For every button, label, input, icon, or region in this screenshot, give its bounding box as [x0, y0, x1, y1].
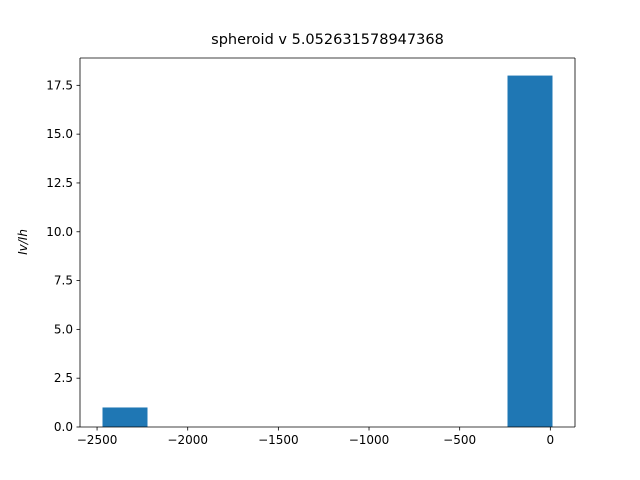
y-tick-label: 7.5 — [54, 274, 73, 288]
y-tick-label: 15.0 — [46, 127, 73, 141]
x-tick-label: −500 — [443, 433, 476, 447]
x-tick-label: −2000 — [167, 433, 208, 447]
bar — [102, 407, 148, 427]
y-axis-label: Iv/Ih — [16, 229, 30, 255]
y-tick-label: 5.0 — [54, 322, 73, 336]
x-tick-label: −1000 — [349, 433, 390, 447]
chart-title: spheroid v 5.052631578947368 — [211, 32, 444, 48]
x-tick-label: −1500 — [258, 433, 299, 447]
y-tick-label: 12.5 — [46, 176, 73, 190]
y-tick-label: 2.5 — [54, 371, 73, 385]
y-tick-label: 0.0 — [54, 420, 73, 434]
y-tick-label: 10.0 — [46, 225, 73, 239]
x-tick-label: −2500 — [77, 433, 118, 447]
y-tick-label: 17.5 — [46, 78, 73, 92]
bar — [507, 75, 553, 428]
x-tick-label: 0 — [547, 433, 555, 447]
